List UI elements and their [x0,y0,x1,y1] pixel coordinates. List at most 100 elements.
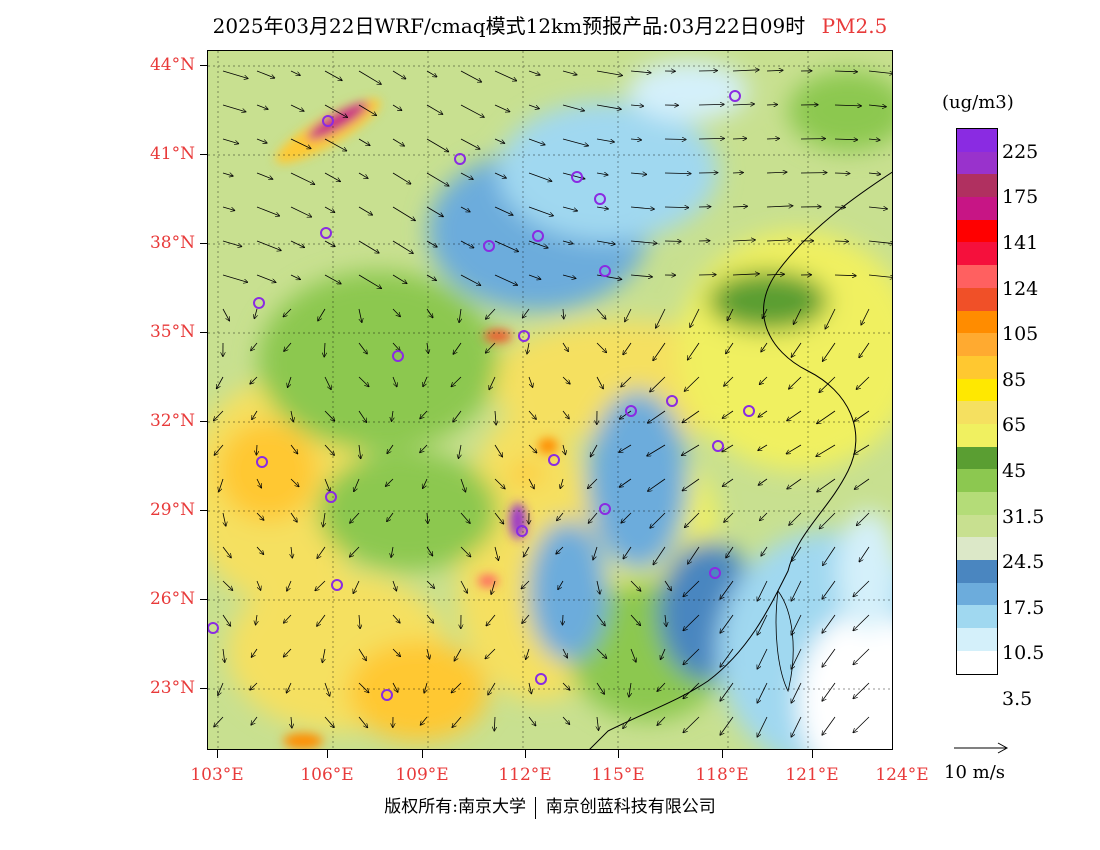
wind-arrow [426,274,436,280]
wind-arrow [825,308,836,329]
copyright-right: 南京创蓝科技有限公司 [545,797,716,817]
wind-arrow [834,275,856,276]
wind-arrow [459,308,461,322]
wind-arrow [760,376,768,384]
wind-arrow [460,512,470,523]
wind-arrow [556,546,564,554]
pollutant-label: PM2.5 [821,14,888,38]
wind-arrow [822,682,836,701]
wind-arrow [290,138,311,149]
wind-arrow [596,342,606,352]
lon-label-118: 118°E [695,765,749,785]
wind-arrow [252,648,258,657]
wind-arrow [488,682,496,695]
wind-arrow [324,274,341,284]
wind-arrow [868,173,880,174]
wind-arrow [757,614,768,635]
wind-arrow [834,105,861,106]
wind-arrow [868,274,892,278]
wind-arrow [524,546,530,556]
wind-arrow [222,138,238,144]
legend-label: 175 [1002,186,1039,208]
wind-arrow [664,207,688,208]
wind-arrow [527,342,529,354]
wind-arrow [423,376,428,386]
wind-arrow [647,444,666,456]
legend-label: 31.5 [1002,506,1045,528]
wind-arrow [596,173,608,175]
wind-arrow [562,274,576,278]
legend-swatch [957,401,997,424]
wind-arrow [698,138,724,139]
lon-label-112: 112°E [498,765,552,785]
wind-arrow [596,138,614,142]
wind-arrow [528,172,552,181]
city-marker [625,405,637,417]
wind-arrow [653,342,666,360]
wind-arrow [350,546,360,557]
wind-arrow [324,206,335,212]
wind-arrow [290,172,314,184]
wind-arrow [324,70,342,80]
wind-arrow [724,376,734,386]
wind-arrow [256,580,261,590]
city-marker [253,297,265,309]
wind-arrow [620,478,632,487]
wind-arrow [392,206,415,221]
wind-arrow [521,580,530,589]
wind-arrow [758,410,768,417]
wind-arrow [854,444,870,454]
wind-arrow [791,342,802,357]
wind-vectors [214,70,892,737]
wind-arrow [318,308,326,321]
wind-arrow [251,716,258,725]
taiwan-island [775,589,794,693]
lon-tick [327,750,328,758]
wind-arrow [358,376,369,386]
wind-arrow [823,546,836,565]
lat-tick [200,65,208,66]
city-marker [256,456,268,468]
wind-reference-arrow [954,742,1009,754]
lat-tick [200,421,208,422]
wind-arrow [222,580,233,590]
wind-arrow [392,410,394,421]
wind-arrow [451,376,462,386]
wind-arrow [324,444,334,455]
wind-arrow [816,444,836,456]
lat-label-29: 29°N [149,500,195,520]
wind-arrow [420,444,428,452]
wind-arrow [732,274,759,275]
wind-arrow [522,614,530,623]
lat-label-44: 44°N [149,55,195,75]
wind-arrow [653,546,666,565]
wind-arrow [494,70,516,81]
wind-arrow [727,308,734,320]
wind-arrow [791,614,802,635]
legend-label: 141 [1002,232,1039,254]
wind-arrow [688,546,700,564]
lon-tick [618,750,619,758]
wind-arrow [485,648,496,659]
lon-label-124: 124°E [875,765,929,785]
wind-arrow [787,410,802,421]
wind-arrow [217,376,224,389]
wind-arrow [324,376,331,389]
legend-label: 10.5 [1002,642,1045,664]
city-marker [599,503,611,515]
city-marker [454,153,466,165]
wind-arrow [222,546,231,558]
wind-arrow [494,206,513,215]
wind-arrow [859,342,870,358]
wind-arrow [589,512,598,523]
wind-arrow [562,716,570,724]
lat-label-23: 23°N [149,678,195,698]
lon-label-115: 115°E [591,765,645,785]
legend-label: 85 [1002,369,1027,391]
wind-arrow [596,648,607,658]
wind-arrow [820,512,836,529]
wind-arrow [358,104,376,115]
wind-arrow [630,139,641,140]
wind-arrow [591,444,598,457]
wind-arrow [290,274,300,279]
